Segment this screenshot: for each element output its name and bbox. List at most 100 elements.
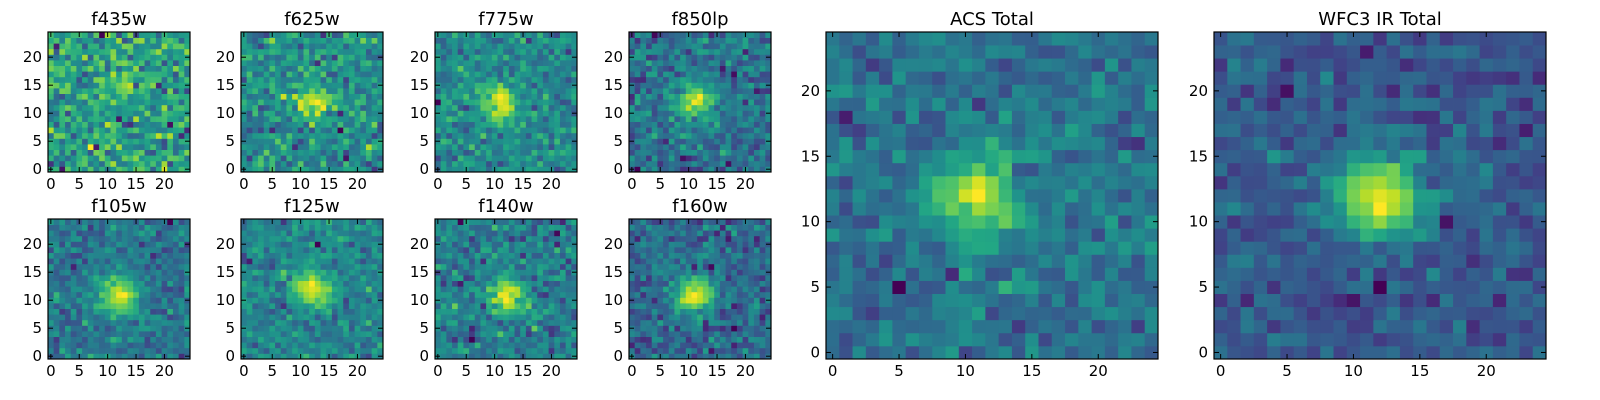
heatmap-cell [144, 291, 151, 298]
heatmap-cell [571, 319, 578, 326]
heatmap-cell [252, 247, 259, 253]
heatmap-cell [292, 325, 299, 332]
heatmap-cell [736, 32, 743, 38]
heatmap-cell [48, 88, 55, 94]
heatmap-cell [144, 48, 151, 55]
heatmap-cell [116, 297, 123, 304]
heatmap-cell [537, 138, 544, 145]
heatmap-cell [365, 82, 373, 89]
heatmap-cell [474, 88, 481, 94]
heatmap-cell [326, 110, 333, 117]
heatmap-cell [486, 314, 493, 321]
heatmap-cell [765, 116, 772, 122]
heatmap-cell [685, 308, 692, 315]
heatmap-cell [59, 336, 66, 343]
heatmap-cell [742, 160, 749, 167]
heatmap-cell [155, 241, 162, 248]
heatmap-cell [275, 99, 282, 106]
heatmap-cell [246, 303, 253, 309]
heatmap-cell [150, 149, 157, 156]
heatmap-cell [725, 99, 732, 106]
heatmap-cell [685, 144, 692, 150]
heatmap-cell [241, 116, 248, 122]
heatmap-cell [554, 342, 561, 349]
heatmap-cell [252, 54, 259, 61]
heatmap-cell [104, 144, 111, 150]
heatmap-cell [343, 336, 350, 343]
heatmap-cell [435, 88, 442, 94]
heatmap-cell [252, 65, 259, 72]
heatmap-cell [365, 76, 373, 83]
heatmap-cell [104, 127, 111, 134]
heatmap-cell [59, 331, 66, 337]
heatmap-cell [765, 48, 772, 55]
heatmap-cell [343, 54, 350, 61]
heatmap-cell [360, 93, 367, 100]
heatmap-cell [292, 230, 299, 237]
heatmap-cell [469, 104, 476, 111]
heatmap-cell [640, 286, 647, 293]
heatmap-cell [184, 43, 191, 50]
heatmap-cell [486, 76, 493, 83]
heatmap-cell [337, 76, 344, 83]
heatmap-cell [469, 48, 476, 55]
heatmap-cell [537, 347, 544, 354]
heatmap-cell [452, 166, 459, 173]
heatmap-cell [303, 132, 310, 139]
panel-title: f105w [91, 196, 146, 217]
y-tick-label: 10 [216, 291, 235, 309]
heatmap-cell [463, 37, 470, 44]
heatmap-cell [275, 32, 282, 38]
heatmap-cell [172, 82, 180, 89]
heatmap-cell [446, 258, 453, 265]
heatmap-cell [446, 65, 453, 72]
heatmap-cell [452, 269, 459, 276]
heatmap-cell [59, 71, 66, 78]
heatmap-cell [491, 93, 498, 100]
heatmap-cell [736, 71, 743, 78]
heatmap-cell [765, 71, 772, 78]
heatmap-cell [150, 144, 157, 150]
heatmap-cell [491, 235, 498, 242]
heatmap-cell [548, 275, 555, 281]
heatmap-cell [65, 258, 72, 265]
heatmap-cell [116, 347, 123, 354]
heatmap-cell [651, 297, 658, 304]
heatmap-cell [725, 286, 732, 293]
heatmap-cell [365, 263, 373, 270]
heatmap-cell [65, 347, 72, 354]
heatmap-cell [292, 155, 299, 162]
heatmap-cell [246, 104, 253, 111]
heatmap-cell [252, 149, 259, 156]
heatmap-cell [155, 104, 162, 111]
heatmap-cell [76, 76, 83, 83]
heatmap-cell [48, 336, 55, 343]
heatmap-cell [246, 219, 253, 225]
heatmap-cell [99, 336, 106, 343]
heatmap-cell [241, 121, 248, 128]
heatmap-cell [537, 155, 544, 162]
heatmap-cell [161, 308, 168, 315]
heatmap-cell [48, 121, 55, 128]
heatmap-cell [765, 308, 772, 315]
heatmap-cell [480, 241, 487, 248]
heatmap-cell [184, 230, 191, 237]
heatmap-cell [53, 258, 60, 265]
heatmap-cell [93, 269, 100, 276]
heatmap-cell [252, 347, 259, 354]
heatmap-cell [469, 219, 476, 225]
heatmap-cell [497, 144, 504, 150]
heatmap-cell [178, 241, 185, 248]
heatmap-cell [138, 132, 145, 139]
heatmap-cell [155, 230, 162, 237]
heatmap-cell [275, 230, 282, 237]
heatmap-cell [508, 43, 515, 50]
heatmap-cell [548, 88, 555, 94]
heatmap-cell [646, 138, 653, 145]
heatmap-cell [337, 286, 344, 293]
heatmap-cell [497, 325, 504, 332]
heatmap-cell [474, 32, 481, 38]
heatmap-cell [708, 269, 715, 276]
heatmap-cell [765, 37, 772, 44]
heatmap-cell [303, 37, 310, 44]
